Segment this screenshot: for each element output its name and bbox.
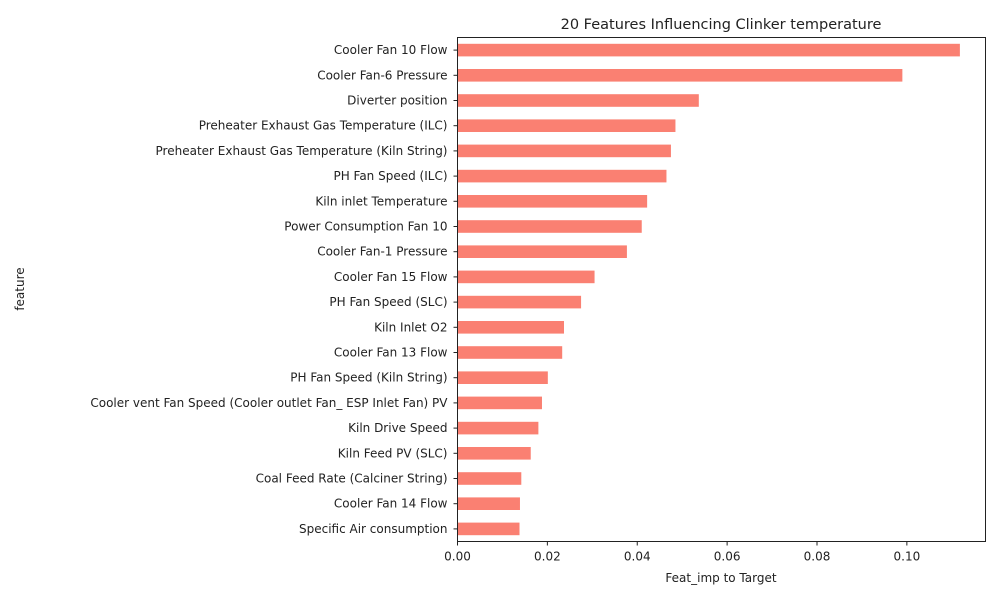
x-axis-label: Feat_imp to Target — [665, 571, 776, 585]
bar — [457, 245, 627, 258]
bar — [457, 220, 642, 233]
x-tick-label: 0.06 — [714, 550, 741, 564]
bars-group — [457, 43, 960, 536]
y-tick-label: PH Fan Speed (SLC) — [329, 295, 447, 309]
y-tick-label: Kiln Drive Speed — [348, 421, 447, 435]
y-tick-label: Coal Feed Rate (Calciner String) — [256, 472, 448, 486]
bar — [457, 69, 903, 82]
bar — [457, 321, 564, 334]
bar — [457, 447, 531, 460]
bar — [457, 94, 699, 107]
x-tick-group: 0.00 0.02 0.04 0.06 0.08 0.10 — [444, 541, 921, 564]
y-tick-label: PH Fan Speed (Kiln String) — [290, 371, 447, 385]
y-tick-label: Cooler vent Fan Speed (Cooler outlet Fan… — [90, 396, 448, 410]
bar — [457, 144, 671, 158]
bar — [457, 270, 595, 284]
plot-frame — [457, 37, 986, 542]
bar — [457, 195, 648, 208]
y-tick-label: Cooler Fan 10 Flow — [334, 43, 448, 57]
bar — [457, 119, 676, 132]
y-tick-label: Preheater Exhaust Gas Temperature (Kiln … — [156, 144, 448, 158]
y-tick-label: Cooler Fan-1 Pressure — [317, 245, 447, 259]
y-axis-label: feature — [13, 267, 27, 310]
bar — [457, 421, 539, 435]
y-tick-label: Specific Air consumption — [299, 522, 448, 536]
y-tick-label: Cooler Fan 14 Flow — [334, 497, 448, 511]
bar — [457, 396, 542, 410]
y-tick-label: PH Fan Speed (ILC) — [333, 169, 447, 183]
x-tick-label: 0.08 — [804, 550, 831, 564]
y-tick-label: Power Consumption Fan 10 — [284, 220, 447, 234]
y-tick-label: Preheater Exhaust Gas Temperature (ILC) — [199, 119, 448, 133]
bar — [457, 169, 667, 183]
x-tick-label: 0.00 — [444, 550, 471, 564]
chart-title: 20 Features Influencing Clinker temperat… — [561, 17, 882, 33]
y-tick-label: Kiln Inlet O2 — [374, 320, 447, 334]
bar — [457, 346, 563, 359]
bar — [457, 522, 520, 536]
bar — [457, 497, 520, 510]
y-tick-group: Cooler Fan 10 Flow Cooler Fan-6 Pressure D… — [90, 43, 458, 536]
y-tick-label: Diverter position — [347, 94, 447, 108]
y-tick-label: Kiln Feed PV (SLC) — [338, 446, 448, 460]
y-tick-label: Cooler Fan-6 Pressure — [317, 68, 447, 82]
bar — [457, 295, 582, 309]
y-tick-label: Kiln inlet Temperature — [315, 194, 447, 208]
x-tick-label: 0.10 — [894, 550, 921, 564]
y-tick-label: Cooler Fan 13 Flow — [334, 346, 448, 360]
x-tick-label: 0.04 — [624, 550, 651, 564]
bar — [457, 371, 548, 384]
x-tick-label: 0.02 — [534, 550, 561, 564]
bar — [457, 472, 522, 485]
bar — [457, 43, 960, 57]
y-tick-label: Cooler Fan 15 Flow — [334, 270, 448, 284]
